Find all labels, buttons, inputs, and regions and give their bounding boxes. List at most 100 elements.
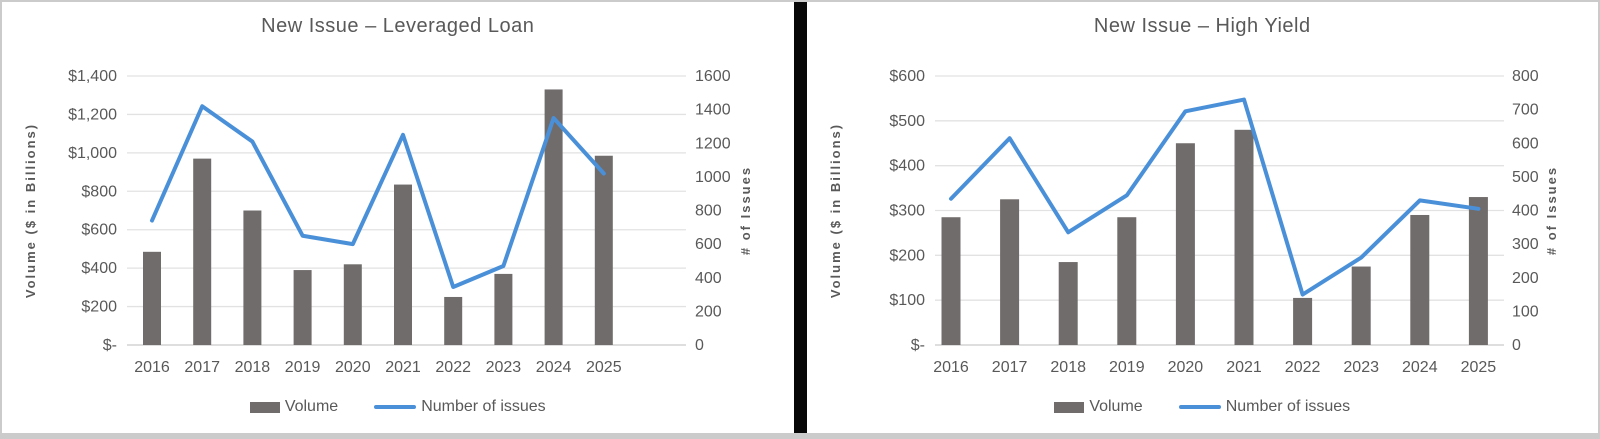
x-axis-label-2021: 2021 bbox=[1226, 359, 1262, 376]
right-axis-tick-label: 600 bbox=[695, 236, 722, 253]
left-axis-tick-label: $600 bbox=[889, 68, 925, 85]
left-axis-tick-label: $- bbox=[910, 337, 924, 354]
right-axis-tick-label: 400 bbox=[1512, 203, 1539, 220]
chart-plot-area: $- $100 $200 $300 $400 $500 $600 0 100 200 300 400 5… bbox=[828, 68, 1559, 376]
x-axis-label-2021: 2021 bbox=[385, 359, 421, 376]
chart-legend: Volume Number of issues bbox=[807, 398, 1599, 416]
issues-line-swatch-icon bbox=[374, 405, 417, 409]
left-axis-tick-label: $- bbox=[103, 337, 117, 354]
left-axis-tick-label: $400 bbox=[81, 260, 117, 277]
x-axis-label-2019: 2019 bbox=[285, 359, 321, 376]
left-axis-title: Volume ($ in Billions) bbox=[828, 123, 843, 298]
x-axis-label-2024: 2024 bbox=[536, 359, 572, 376]
x-axis-label-2020: 2020 bbox=[335, 359, 371, 376]
x-axis-label-2019: 2019 bbox=[1109, 359, 1145, 376]
right-axis-tick-label: 700 bbox=[1512, 102, 1539, 119]
right-axis-tick-label: 1000 bbox=[695, 169, 731, 186]
volume-bar-2024 bbox=[1409, 214, 1429, 345]
leveraged-loan-chart-panel: New Issue – Leveraged Loan $- $200 $400 $60… bbox=[2, 2, 794, 433]
x-axis-label-2022: 2022 bbox=[435, 359, 471, 376]
x-axis-label-2017: 2017 bbox=[184, 359, 220, 376]
left-axis-tick-label: $600 bbox=[81, 222, 117, 239]
legend-issues-label: Number of issues bbox=[1225, 398, 1351, 415]
volume-bar-2025 bbox=[1468, 197, 1488, 345]
high-yield-chart-panel: New Issue – High Yield $- $100 $200 $300 $40… bbox=[806, 2, 1599, 433]
volume-bar-2018 bbox=[243, 210, 262, 345]
x-axis-label-2016: 2016 bbox=[933, 359, 969, 376]
volume-bar-2022 bbox=[1292, 297, 1312, 345]
chart-title: New Issue – Leveraged Loan bbox=[261, 15, 535, 37]
left-axis-tick-label: $1,400 bbox=[68, 68, 117, 85]
chart-legend: Volume Number of issues bbox=[2, 398, 794, 416]
x-axis-label-2020: 2020 bbox=[1167, 359, 1203, 376]
left-axis-title: Volume ($ in Billions) bbox=[23, 123, 38, 298]
volume-bar-2020 bbox=[343, 264, 362, 345]
x-axis-label-2023: 2023 bbox=[486, 359, 522, 376]
right-axis-tick-label: 0 bbox=[1512, 337, 1521, 354]
volume-bar-2019 bbox=[293, 270, 312, 345]
volume-bar-2022 bbox=[444, 296, 463, 345]
volume-bar-2019 bbox=[1116, 217, 1136, 345]
volume-bar-2024 bbox=[544, 89, 563, 345]
left-axis-tick-label: $200 bbox=[889, 247, 925, 264]
right-axis-tick-label: 800 bbox=[1512, 68, 1539, 85]
right-axis-title: # of Issues bbox=[738, 166, 753, 255]
left-axis-tick-label: $1,200 bbox=[68, 106, 117, 123]
right-axis-tick-label: 600 bbox=[1512, 135, 1539, 152]
legend-volume-label: Volume bbox=[284, 398, 339, 415]
panel-divider bbox=[793, 2, 807, 433]
volume-bar-2023 bbox=[494, 273, 513, 345]
right-axis-tick-label: 1400 bbox=[695, 102, 731, 119]
x-axis-label-2017: 2017 bbox=[991, 359, 1027, 376]
right-axis-tick-label: 200 bbox=[695, 303, 722, 320]
legend-volume-label: Volume bbox=[1089, 398, 1143, 415]
number-of-issues-line bbox=[948, 97, 1480, 297]
volume-bar-2021 bbox=[1234, 129, 1253, 345]
volume-bar-2025 bbox=[594, 155, 613, 345]
volume-bar-2023 bbox=[1351, 266, 1371, 345]
x-axis-label-2023: 2023 bbox=[1343, 359, 1379, 376]
volume-swatch-icon bbox=[249, 401, 280, 413]
legend-item-volume: Volume bbox=[1054, 398, 1143, 416]
right-axis-tick-label: 0 bbox=[695, 337, 704, 354]
right-axis-tick-label: 500 bbox=[1512, 169, 1539, 186]
left-axis-tick-label: $300 bbox=[889, 203, 925, 220]
volume-bar-2020 bbox=[1175, 143, 1195, 345]
right-axis-tick-label: 1200 bbox=[695, 135, 731, 152]
x-axis-label-2018: 2018 bbox=[235, 359, 271, 376]
x-axis-label-2025: 2025 bbox=[1460, 359, 1496, 376]
right-axis-tick-label: 1600 bbox=[695, 68, 731, 85]
left-axis-tick-label: $800 bbox=[81, 183, 117, 200]
x-axis-label-2024: 2024 bbox=[1402, 359, 1438, 376]
chart-title: New Issue – High Yield bbox=[1093, 15, 1311, 37]
left-axis-tick-label: $1,000 bbox=[68, 145, 117, 162]
left-axis-tick-label: $500 bbox=[889, 113, 925, 130]
volume-bar-2017 bbox=[999, 199, 1019, 345]
legend-issues-label: Number of issues bbox=[421, 398, 546, 415]
left-axis-tick-label: $400 bbox=[889, 158, 925, 175]
volume-bar-2016 bbox=[941, 217, 960, 345]
volume-bar-2017 bbox=[193, 158, 212, 345]
x-axis-label-2022: 2022 bbox=[1284, 359, 1320, 376]
right-axis-tick-label: 400 bbox=[695, 270, 722, 287]
left-axis-tick-label: $100 bbox=[889, 292, 925, 309]
volume-bar-2018 bbox=[1058, 262, 1078, 345]
issues-line-swatch-icon bbox=[1178, 405, 1221, 409]
legend-item-number-of-issues: Number of issues bbox=[374, 398, 546, 416]
right-axis-tick-label: 800 bbox=[695, 203, 722, 220]
legend-item-number-of-issues: Number of issues bbox=[1178, 398, 1351, 416]
chart-plot-area: $- $200 $400 $600 $800 $1,000 $1,200 $1,400 0 200… bbox=[23, 68, 753, 376]
right-axis-tick-label: 100 bbox=[1512, 303, 1539, 320]
x-axis-label-2025: 2025 bbox=[586, 359, 622, 376]
volume-swatch-icon bbox=[1054, 401, 1085, 413]
number-of-issues-line bbox=[150, 104, 606, 289]
right-axis-tick-label: 300 bbox=[1512, 236, 1539, 253]
volume-bar-2016 bbox=[143, 251, 161, 345]
legend-item-volume: Volume bbox=[249, 398, 339, 416]
left-axis-tick-label: $200 bbox=[81, 299, 117, 316]
x-axis-label-2018: 2018 bbox=[1050, 359, 1086, 376]
right-axis-tick-label: 200 bbox=[1512, 270, 1539, 287]
x-axis-label-2016: 2016 bbox=[134, 359, 170, 376]
volume-bar-2021 bbox=[394, 184, 412, 345]
